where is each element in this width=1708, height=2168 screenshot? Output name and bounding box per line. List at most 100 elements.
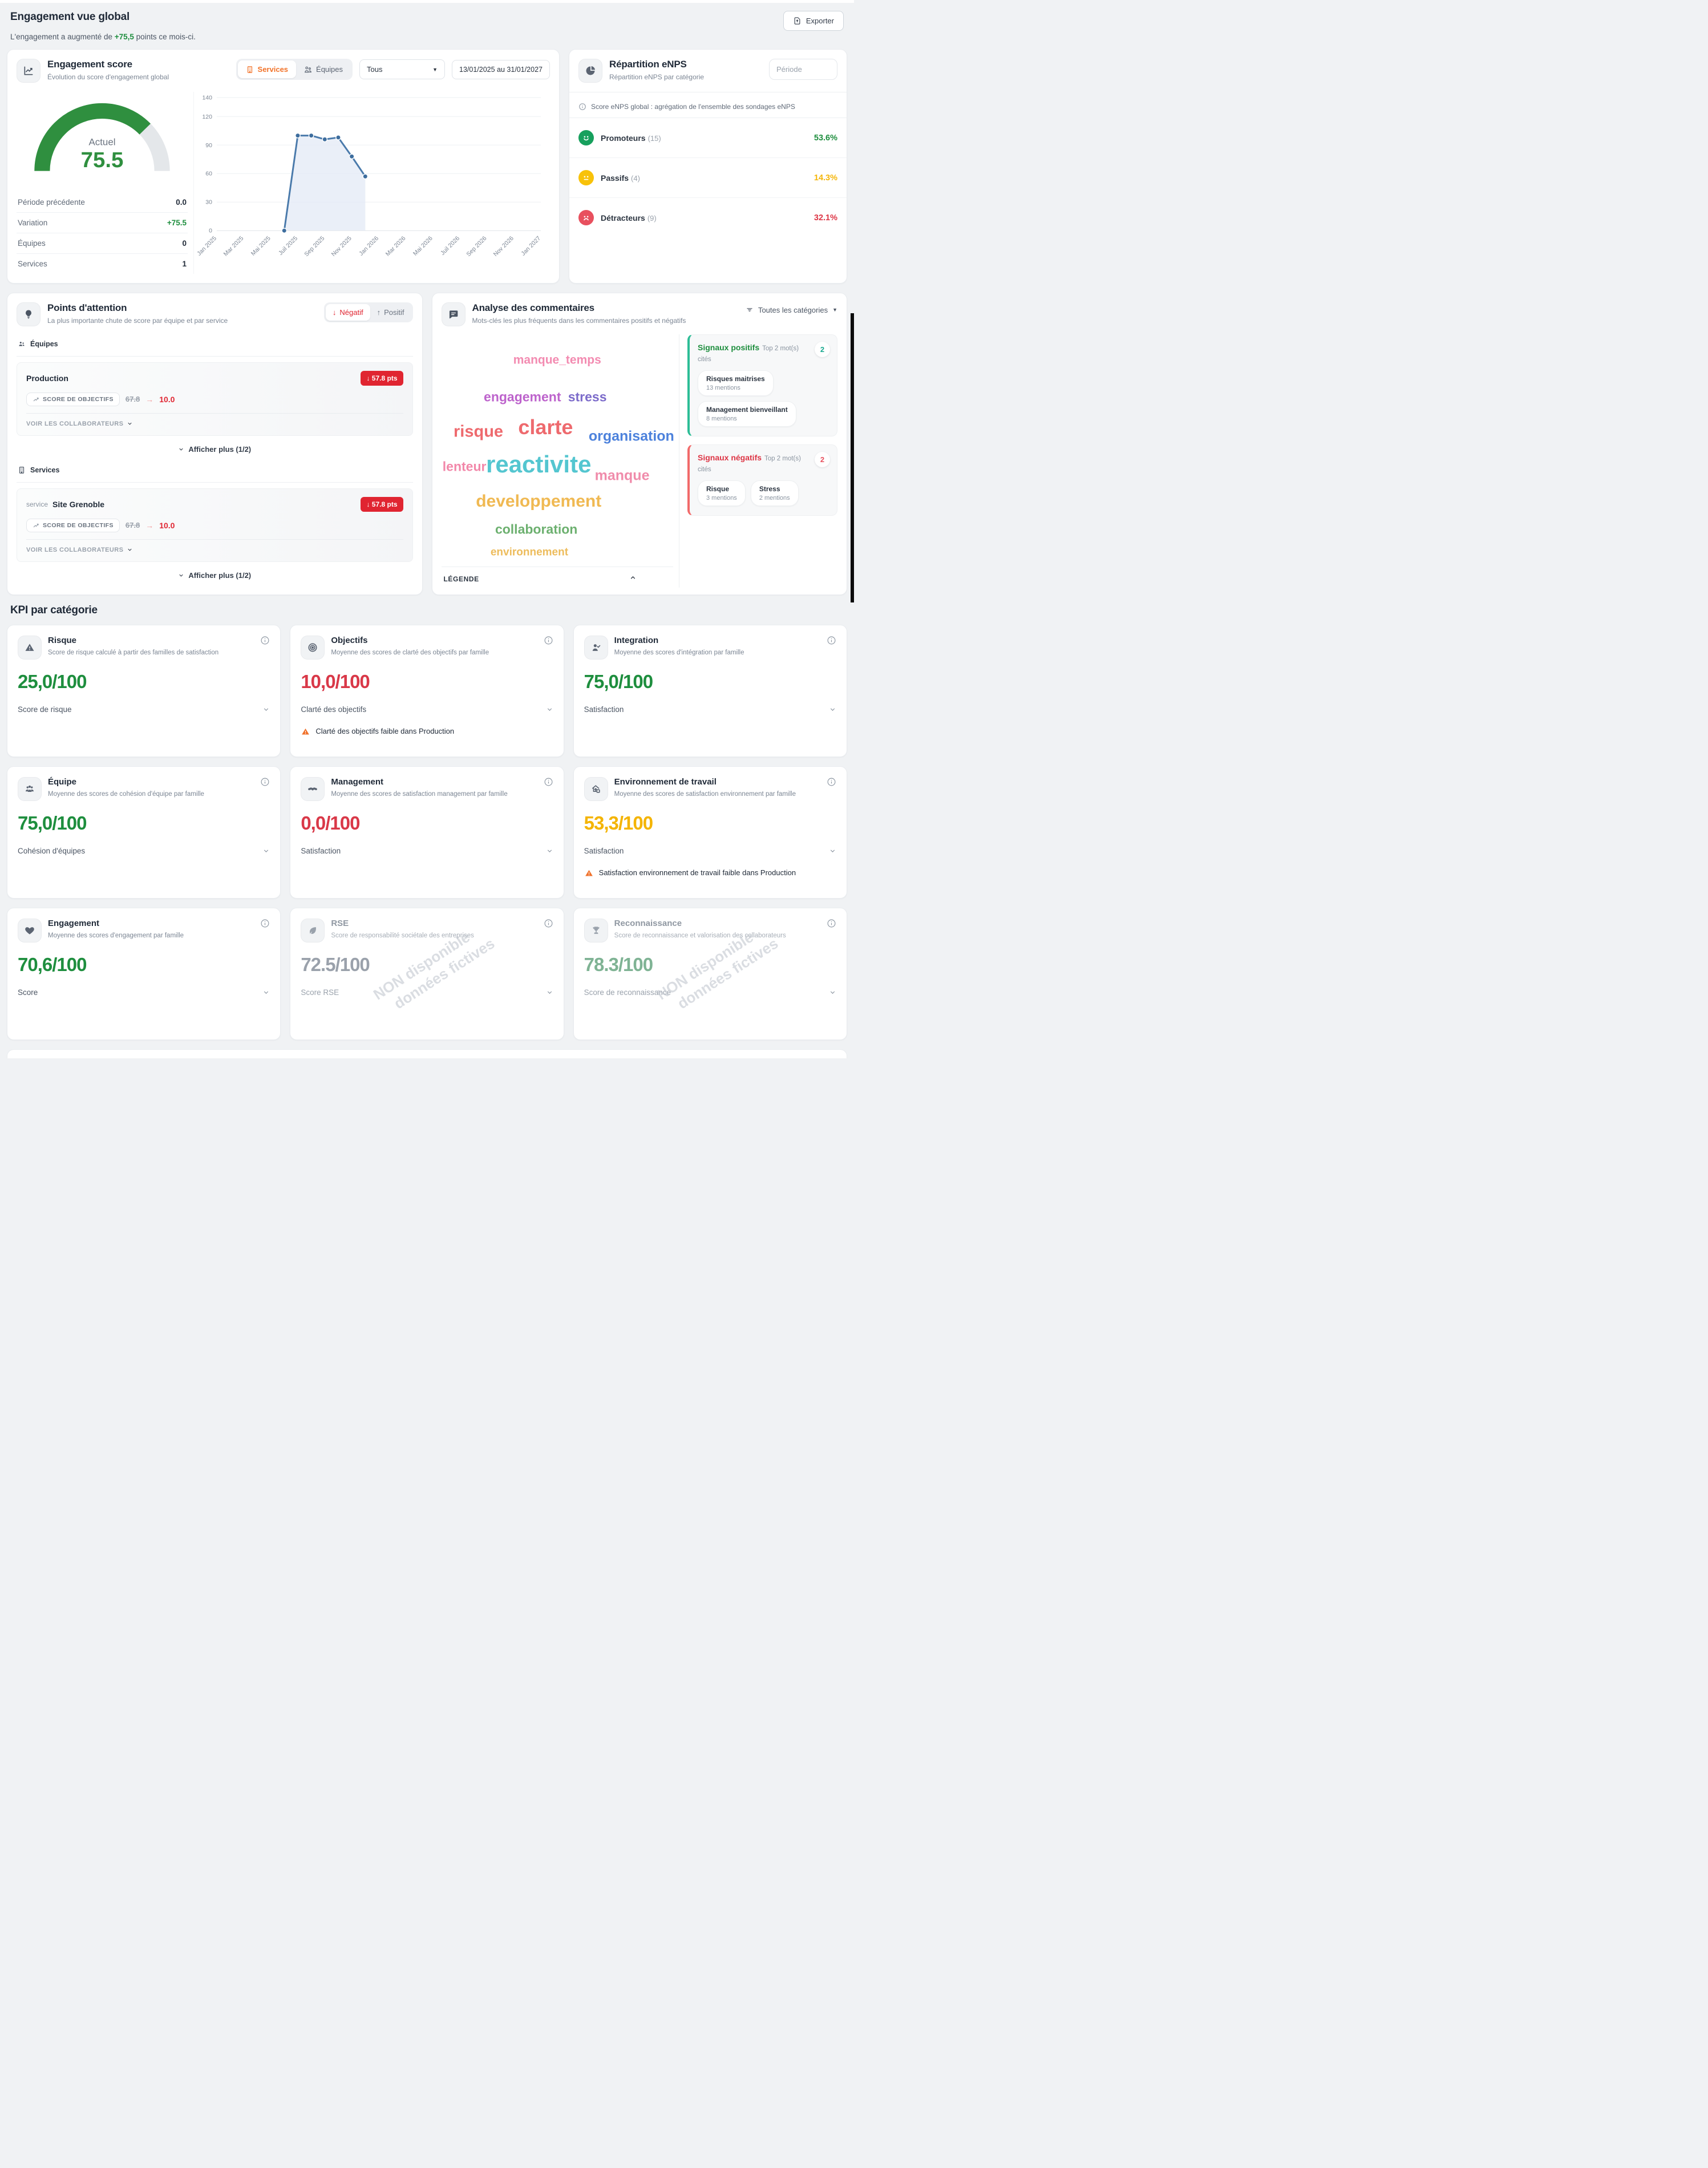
cloud-word: organisation [588,428,674,444]
kpi-metric-selector[interactable]: Score RSE [301,988,553,997]
scope-filter-select[interactable]: Tous ▼ [359,59,446,79]
kpi-metric-selector[interactable]: Satisfaction [584,847,836,855]
attention-section-label: Équipes [30,339,58,348]
svg-text:Nov 2026: Nov 2026 [492,235,515,258]
enps-head: Répartition eNPS Répartition eNPS par ca… [569,50,847,88]
chevron-down-icon [830,850,835,852]
kpi-desc: Score de responsabilité sociétale des en… [331,932,474,939]
category-filter[interactable]: Toutes les catégories ▼ [746,302,837,314]
signal-chip[interactable]: Risques maitrises 13 mentions [698,370,774,396]
negative-signals-title: Signaux négatifs Top 2 mot(s) [698,453,829,462]
signal-mentions: 13 mentions [706,384,740,391]
signal-chip[interactable]: Stress 2 mentions [750,480,799,506]
info-icon[interactable] [260,777,270,790]
kpi-value: 70,6/100 [18,953,87,975]
kpi-metric-selector[interactable]: Clarté des objectifs [301,705,553,714]
see-collaborators-link[interactable]: VOIR LES COLLABORATEURS [26,544,403,556]
cloud-word: developpement [476,491,602,511]
kpi-metric-selector[interactable]: Score [18,988,270,997]
gauge-value: 75.5 [81,148,124,172]
attention-item-header: service Site Grenoble ↓ 57.8 pts [26,496,403,512]
row-engagement: Engagement score Évolution du score d'en… [7,49,847,284]
scrollbar-thumb[interactable] [851,313,854,602]
svg-text:0: 0 [209,228,212,234]
kpi-alert: Satisfaction environnement de travail fa… [584,868,836,879]
date-range-input[interactable]: 13/01/2025 au 31/01/2027 [452,59,550,79]
signal-chip[interactable]: Management bienveillant 8 mentions [698,401,796,427]
attention-titles: Points d'attention La plus importante ch… [47,302,228,325]
toggle-equipes[interactable]: Équipes [296,60,351,78]
info-icon[interactable] [827,636,836,648]
kpi-value: 78.3/100 [584,953,653,975]
kpi-alert-text: Clarté des objectifs faible dans Product… [315,726,455,735]
svg-text:Jan 2027: Jan 2027 [520,235,542,257]
attention-item-header: Production ↓ 57.8 pts [26,370,403,386]
kpi-metric-selector[interactable]: Score de risque [18,705,270,714]
metric-chip-label: SCORE DE OBJECTIFS [43,521,114,529]
info-icon[interactable] [260,919,270,931]
kpi-metric-label: Score [18,988,38,997]
info-icon[interactable] [827,919,836,931]
cloud-word: manque [594,467,650,484]
kpi-desc: Moyenne des scores de clarté des objecti… [331,649,489,656]
show-more-equipes[interactable]: Afficher plus (1/2) [17,436,413,460]
info-icon[interactable] [544,636,553,648]
stat-label: Période précédente [18,197,85,207]
svg-text:90: 90 [205,143,212,149]
svg-text:60: 60 [205,171,212,177]
positive-signals-count: 2 [815,341,830,357]
enps-label: Promoteurs (15) [601,134,661,143]
info-icon[interactable] [260,636,270,648]
lightbulb-icon [17,302,41,326]
period-input[interactable] [769,59,837,80]
engagement-gauge: Actuel 75.5 [17,92,188,177]
kpi-metric-selector[interactable]: Satisfaction [301,847,553,855]
leaf-icon [301,918,325,943]
enps-info-text: Score eNPS global : agrégation de l'ense… [591,103,795,111]
attention-item-prefix: service [26,500,48,508]
chevron-down-icon: ▼ [832,307,837,313]
kpi-metric-label: Score de reconnaissance [584,988,671,997]
trending-icon [33,397,39,402]
cloud-word: manque_temps [513,353,601,367]
positive-signal-chips: Risques maitrises 13 mentions Management … [698,370,829,427]
pie-chart-icon [578,59,602,83]
info-icon[interactable] [544,777,553,790]
kpi-section-title: KPI par catégorie [10,604,98,616]
signal-chip[interactable]: Risque 3 mentions [698,480,746,506]
toggle-negative[interactable]: ↓ Négatif [325,304,370,321]
negative-positive-toggle: ↓ Négatif ↑ Positif [323,302,413,322]
stat-value: 1 [182,259,187,268]
comments-subtitle: Mots-clés les plus fréquents dans les co… [472,316,686,325]
attention-item-metrics: SCORE DE OBJECTIFS 67.8 → 10.0 [26,392,403,406]
gauge-label: Actuel [88,136,115,147]
info-icon[interactable] [544,919,553,931]
kpi-metric-label: Cohésion d'équipes [18,846,86,855]
show-more-services[interactable]: Afficher plus (1/2) [17,562,413,587]
date-range-value: 13/01/2025 au 31/01/2027 [459,65,543,74]
see-collaborators-link[interactable]: VOIR LES COLLABORATEURS [26,418,403,430]
signal-word: Risque [706,484,730,493]
kpi-metric-selector[interactable]: Cohésion d'équipes [18,847,270,855]
collapse-legend-button[interactable] [629,574,637,584]
stat-value: +75.5 [167,218,187,227]
attention-section-label: Services [30,466,60,474]
old-score: 67.8 [125,395,140,404]
chevron-down-icon [179,448,183,451]
export-button[interactable]: Exporter [783,11,844,31]
kpi-metric-selector[interactable]: Score de reconnaissance [584,988,836,997]
svg-text:Mai 2026: Mai 2026 [412,235,434,257]
people-icon [305,66,311,72]
legend-row: LÉGENDE [441,566,673,588]
chat-bubble-icon [441,302,466,326]
page-subtitle: L'engagement a augmenté de +75,5 points … [10,33,196,41]
toggle-services[interactable]: Services [237,60,297,78]
toggle-positive[interactable]: ↑ Positif [370,304,411,321]
stat-label: Variation [18,218,48,227]
stat-value: 0.0 [176,197,187,207]
info-icon[interactable] [827,777,836,790]
kpi-card-management: Management Moyenne des scores de satisfac… [290,766,564,899]
kpi-card-engagement: Engagement Moyenne des scores d'engagemen… [7,907,281,1040]
kpi-metric-selector[interactable]: Satisfaction [584,705,836,714]
chevron-up-icon [630,576,636,579]
